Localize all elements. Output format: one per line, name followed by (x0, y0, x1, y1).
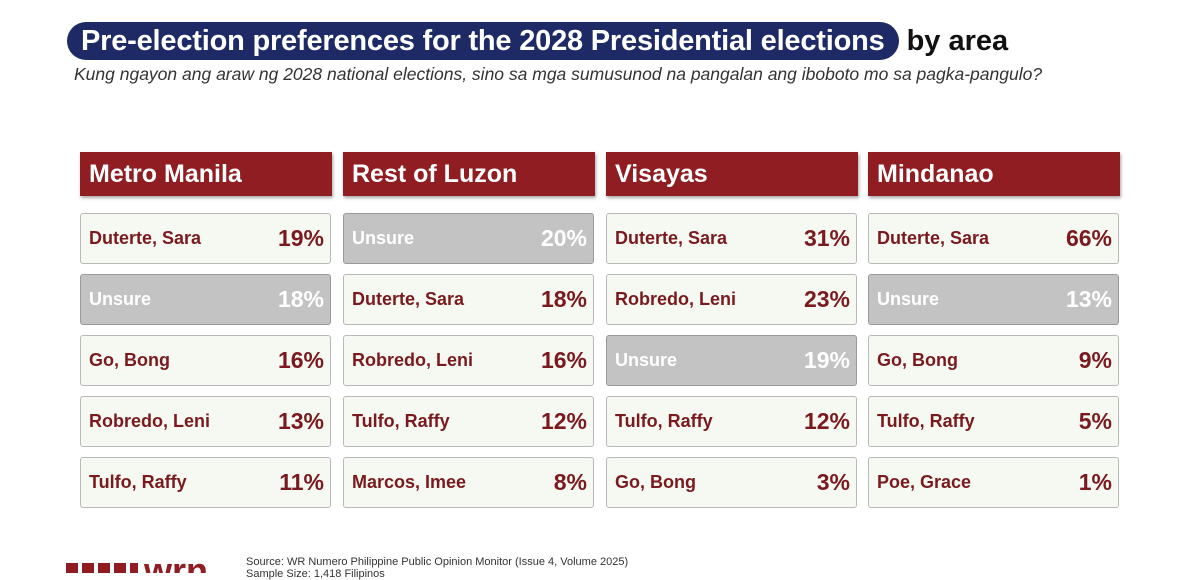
area-column: Visayas Duterte, Sara 31% Robredo, Leni 23% U… (606, 152, 858, 508)
candidate-percent: 66% (1065, 225, 1112, 251)
candidate-name: Go, Bong (877, 350, 958, 370)
candidate-card: Robredo, Leni 23% (606, 274, 857, 325)
candidate-name: Duterte, Sara (89, 228, 202, 248)
candidate-card: Unsure 18% (80, 274, 331, 325)
candidate-card: Tulfo, Raffy 12% (606, 396, 857, 447)
candidate-card: Go, Bong 3% (606, 457, 857, 508)
footer-sample: Sample Size: 1,418 Filipinos (246, 568, 385, 580)
wrn-logo: wrn (66, 553, 208, 573)
candidate-card: Unsure 19% (606, 335, 857, 386)
candidate-name: Go, Bong (615, 472, 696, 492)
candidate-percent: 18% (540, 286, 587, 312)
candidate-card: Duterte, Sara 31% (606, 213, 857, 264)
candidate-percent: 1% (1078, 469, 1112, 495)
svg-text:wrn: wrn (143, 553, 208, 573)
candidate-card: Robredo, Leni 16% (343, 335, 594, 386)
candidate-card: Marcos, Imee 8% (343, 457, 594, 508)
candidate-card: Poe, Grace 1% (868, 457, 1119, 508)
subtitle: Kung ngayon ang araw ng 2028 national el… (74, 64, 1043, 84)
candidate-name: Go, Bong (89, 350, 170, 370)
candidate-name: Unsure (352, 228, 415, 248)
candidate-name: Unsure (89, 289, 152, 309)
candidate-percent: 16% (277, 347, 324, 373)
footer-source: Source: WR Numero Philippine Public Opin… (246, 556, 629, 568)
area-column: Rest of Luzon Unsure 20% Duterte, Sara 18% Ro… (343, 152, 595, 508)
candidate-percent: 8% (553, 469, 587, 495)
candidate-name: Robredo, Leni (615, 289, 736, 309)
area-column: Metro Manila Duterte, Sara 19% Unsure 18% Go,… (80, 152, 332, 508)
candidate-card: Duterte, Sara 18% (343, 274, 594, 325)
area-header: Metro Manila (80, 152, 332, 196)
candidate-percent: 19% (803, 347, 850, 373)
candidate-card: Unsure 20% (343, 213, 594, 264)
candidate-percent: 16% (540, 347, 587, 373)
candidate-name: Duterte, Sara (352, 289, 465, 309)
candidate-name: Unsure (615, 350, 678, 370)
candidate-name: Duterte, Sara (615, 228, 728, 248)
candidate-name: Robredo, Leni (89, 411, 210, 431)
candidate-name: Tulfo, Raffy (615, 411, 713, 431)
candidate-name: Robredo, Leni (352, 350, 473, 370)
candidate-card: Unsure 13% (868, 274, 1119, 325)
candidate-name: Duterte, Sara (877, 228, 990, 248)
title-suffix: by area (906, 24, 1009, 57)
candidate-percent: 19% (277, 225, 324, 251)
area-header: Mindanao (868, 152, 1120, 196)
title-highlight: Pre-election preferences for the 2028 Pr… (67, 22, 899, 60)
candidate-card: Go, Bong 9% (868, 335, 1119, 386)
candidate-name: Tulfo, Raffy (89, 472, 187, 492)
candidate-card: Duterte, Sara 19% (80, 213, 331, 264)
candidate-percent: 23% (803, 286, 850, 312)
candidate-percent: 18% (277, 286, 324, 312)
candidate-name: Marcos, Imee (352, 472, 467, 492)
candidate-name: Tulfo, Raffy (352, 411, 450, 431)
area-header: Rest of Luzon (343, 152, 595, 196)
candidate-percent: 9% (1078, 347, 1112, 373)
area-column: Mindanao Duterte, Sara 66% Unsure 13% Go, Bon… (868, 152, 1120, 508)
area-header: Visayas (606, 152, 858, 196)
candidate-card: Tulfo, Raffy 5% (868, 396, 1119, 447)
candidate-percent: 5% (1078, 408, 1112, 434)
candidate-name: Poe, Grace (877, 472, 972, 492)
candidate-card: Duterte, Sara 66% (868, 213, 1119, 264)
candidate-name: Unsure (877, 289, 940, 309)
title-row: Pre-election preferences for the 2028 Pr… (67, 22, 1008, 60)
footer: Source: WR Numero Philippine Public Opin… (246, 556, 628, 580)
candidate-card: Go, Bong 16% (80, 335, 331, 386)
candidate-card: Tulfo, Raffy 12% (343, 396, 594, 447)
candidate-percent: 13% (1065, 286, 1112, 312)
candidate-card: Tulfo, Raffy 11% (80, 457, 331, 508)
candidate-percent: 13% (277, 408, 324, 434)
candidate-card: Robredo, Leni 13% (80, 396, 331, 447)
candidate-percent: 20% (540, 225, 587, 251)
candidate-percent: 12% (803, 408, 850, 434)
candidate-percent: 11% (279, 469, 324, 495)
candidate-percent: 3% (816, 469, 850, 495)
candidate-percent: 31% (803, 225, 850, 251)
candidate-name: Tulfo, Raffy (877, 411, 975, 431)
candidate-percent: 12% (540, 408, 587, 434)
